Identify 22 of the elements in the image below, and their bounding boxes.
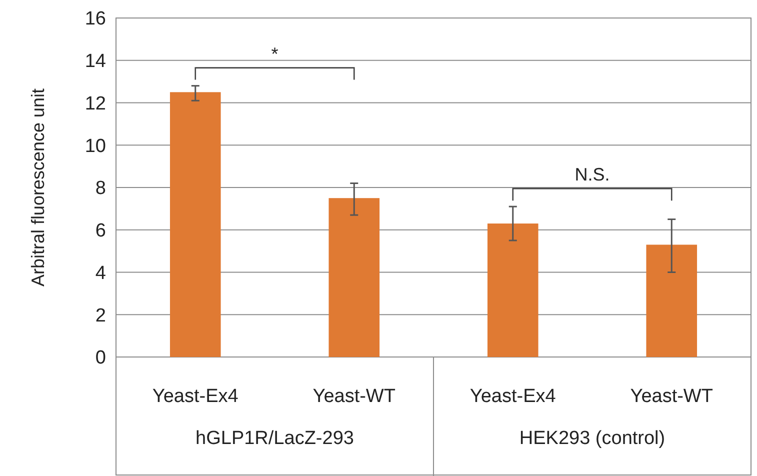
y-tick-label: 2 bbox=[95, 305, 106, 326]
bar bbox=[646, 244, 698, 357]
x-tick-label: Yeast-Ex4 bbox=[470, 386, 556, 407]
y-axis-title: Arbitral fluorescence unit bbox=[28, 88, 48, 287]
annotation: * bbox=[271, 44, 278, 64]
text: HEK293 (control) bbox=[519, 428, 666, 449]
x-tick-label: Yeast-WT bbox=[312, 386, 396, 407]
annotation: N.S. bbox=[574, 164, 610, 185]
y-tick-label: 12 bbox=[84, 93, 106, 114]
bar bbox=[170, 92, 221, 357]
y-tick-label: 0 bbox=[95, 348, 106, 369]
bar bbox=[487, 224, 538, 357]
y-tick-label: 6 bbox=[95, 220, 106, 242]
x-tick-label: Yeast-WT bbox=[630, 386, 714, 407]
y-tick-label: 4 bbox=[95, 262, 106, 284]
y-tick-label: 14 bbox=[84, 51, 106, 72]
x-tick-label: Yeast-Ex4 bbox=[152, 386, 239, 407]
y-tick-label: 10 bbox=[84, 136, 106, 157]
text: hGLP1R/LacZ-293 bbox=[196, 428, 354, 449]
y-tick-label: 16 bbox=[84, 8, 106, 30]
bar bbox=[328, 198, 380, 357]
y-tick-label: 8 bbox=[95, 178, 106, 200]
